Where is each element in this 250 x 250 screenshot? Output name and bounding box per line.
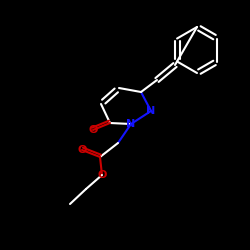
Text: N: N [126, 119, 136, 129]
Text: O: O [88, 125, 98, 135]
Text: O: O [97, 170, 107, 180]
Text: N: N [146, 106, 156, 116]
Text: O: O [77, 145, 87, 155]
